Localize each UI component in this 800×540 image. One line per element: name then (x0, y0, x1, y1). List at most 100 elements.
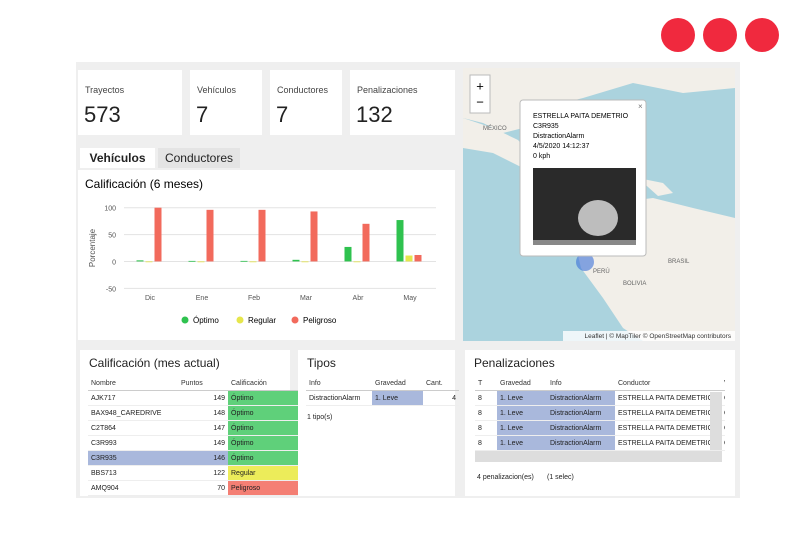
attribution: Leaflet | © MapTiler © OpenStreetMap con… (584, 332, 731, 340)
stat-label: Trayectos (85, 85, 125, 95)
table-cell: C3R935 (88, 450, 178, 466)
table-cell: C3R935 (721, 435, 725, 451)
scrollbar[interactable] (710, 392, 722, 450)
bar (292, 259, 300, 262)
table-cell: 1. Leve (497, 390, 547, 406)
table-cell: 8 (475, 420, 497, 436)
tab[interactable]: Conductores (158, 148, 240, 168)
table-cell: 70 (178, 480, 228, 496)
chart: Calificación (6 meses) Porcentaje -50 0 50… (85, 177, 436, 325)
table-row[interactable]: DistractionAlarm 1. Leve 4 (306, 390, 459, 406)
table-cell: 149 (178, 435, 228, 451)
table-row[interactable]: C2T864 147 Óptimo (88, 420, 298, 436)
stat-value: 573 (84, 102, 121, 127)
table-row[interactable]: AMQ904 70 Peligroso (88, 480, 298, 496)
popup-close[interactable]: × (638, 102, 643, 111)
bar (344, 246, 352, 262)
y-tick-label: 50 (108, 233, 116, 240)
table-cell: ESTRELLA PAITA DEMETRIO (615, 435, 721, 451)
stat-card: Conductores 7 (270, 70, 342, 135)
tab[interactable]: Vehículos (80, 148, 155, 168)
legend-label: Regular (248, 316, 276, 325)
bar (414, 254, 422, 262)
column-header[interactable]: Conductor (615, 376, 721, 391)
zoom-in[interactable]: + (476, 78, 484, 93)
table-cell: Óptimo (228, 450, 298, 466)
table-row[interactable]: BAX948_CAREDRIVE 148 Óptimo (88, 405, 298, 421)
table-row[interactable]: 8 1. Leve DistractionAlarm ESTRELLA PAITA D… (475, 420, 725, 436)
table-cell: C2T864 (88, 420, 178, 436)
map-label: PERÚ (593, 268, 610, 275)
column-header[interactable]: Calificación (228, 376, 298, 391)
table-cell: 146 (178, 450, 228, 466)
table: Nombre Puntos Calificación AJK717 149 Óptimo B… (88, 376, 298, 496)
table-cell: 122 (178, 465, 228, 481)
table-cell: Óptimo (228, 420, 298, 436)
x-tick-label: May (403, 295, 417, 302)
table-cell: AMQ904 (88, 480, 178, 496)
table-cell: 1. Leve (497, 435, 547, 451)
table-row[interactable]: C3R993 149 Óptimo (88, 435, 298, 451)
window-dots (661, 18, 779, 52)
table-row[interactable]: 8 1. Leve DistractionAlarm ESTRELLA PAITA D… (475, 405, 725, 421)
stat-value: 7 (276, 102, 289, 127)
table-cell: ESTRELLA PAITA DEMETRIO (615, 420, 721, 436)
column-header[interactable]: Gravedad (372, 376, 423, 391)
popup-line: C3R935 (533, 123, 559, 130)
table-cell: 147 (178, 420, 228, 436)
bar (240, 260, 248, 262)
table: Info Gravedad Cant. DistractionAlarm 1. Leve… (306, 376, 459, 406)
table-row[interactable]: BBS713 122 Regular (88, 465, 298, 481)
bar (310, 211, 318, 262)
stat-label: Conductores (277, 85, 329, 95)
table-footer: 4 penalizacion(es) (477, 474, 534, 481)
table-row[interactable]: AJK717 149 Óptimo (88, 390, 298, 406)
map: + − MÉXICO BRASIL BOLIVIA PERÚ × ESTRELL… (463, 68, 735, 341)
x-tick-label: Feb (248, 295, 260, 302)
table: TGravedadInfoConductorVehículo81. LeveDi… (475, 376, 725, 451)
table-cell: Óptimo (228, 405, 298, 421)
table-cell: AJK717 (88, 390, 178, 406)
scrollbar[interactable] (475, 451, 722, 462)
table-cell: 148 (178, 405, 228, 421)
bar (154, 207, 162, 262)
legend-marker (291, 316, 299, 324)
column-header[interactable]: T (475, 376, 497, 391)
table-cell: 149 (178, 390, 228, 406)
table-cell: C3R935 (721, 420, 725, 436)
table-cell: 4 (423, 390, 459, 406)
table-cell: 1. Leve (372, 390, 423, 406)
table-cell: DistractionAlarm (547, 405, 615, 421)
column-header[interactable]: Vehículo (721, 376, 725, 391)
marker[interactable] (576, 253, 594, 271)
column-header[interactable]: Puntos (178, 376, 228, 391)
chart-card (78, 170, 455, 340)
table-row[interactable]: C3R935 146 Óptimo (88, 450, 298, 466)
column-header[interactable]: Nombre (88, 376, 178, 391)
stat-value: 7 (196, 102, 209, 127)
zoom-out[interactable]: − (476, 94, 484, 109)
bar (145, 261, 153, 263)
types-card: Tipos Info Gravedad Cant. DistractionAlarm 1… (298, 350, 459, 496)
table-row[interactable]: 8 1. Leve DistractionAlarm ESTRELLA PAITA D… (475, 390, 725, 406)
bar (136, 260, 144, 262)
bar (206, 209, 214, 262)
column-header[interactable]: Cant. (423, 376, 459, 391)
bar (258, 209, 266, 262)
popup-line: ESTRELLA PAITA DEMETRIO (533, 113, 629, 120)
bar (396, 220, 404, 262)
column-header[interactable]: Info (306, 376, 372, 391)
stat-label: Penalizaciones (357, 85, 418, 95)
column-header[interactable]: Info (547, 376, 615, 391)
y-tick-label: -50 (106, 286, 116, 293)
table-cell: DistractionAlarm (547, 390, 615, 406)
table-row[interactable]: 8 1. Leve DistractionAlarm ESTRELLA PAITA D… (475, 435, 725, 451)
chart-title: Calificación (6 meses) (85, 177, 203, 191)
column-header[interactable]: Gravedad (497, 376, 547, 391)
table-cell: 1. Leve (497, 405, 547, 421)
table-cell: C3R935 (721, 390, 725, 406)
table-cell: Óptimo (228, 390, 298, 406)
y-tick-label: 0 (112, 259, 116, 266)
table-cell: Óptimo (228, 435, 298, 451)
